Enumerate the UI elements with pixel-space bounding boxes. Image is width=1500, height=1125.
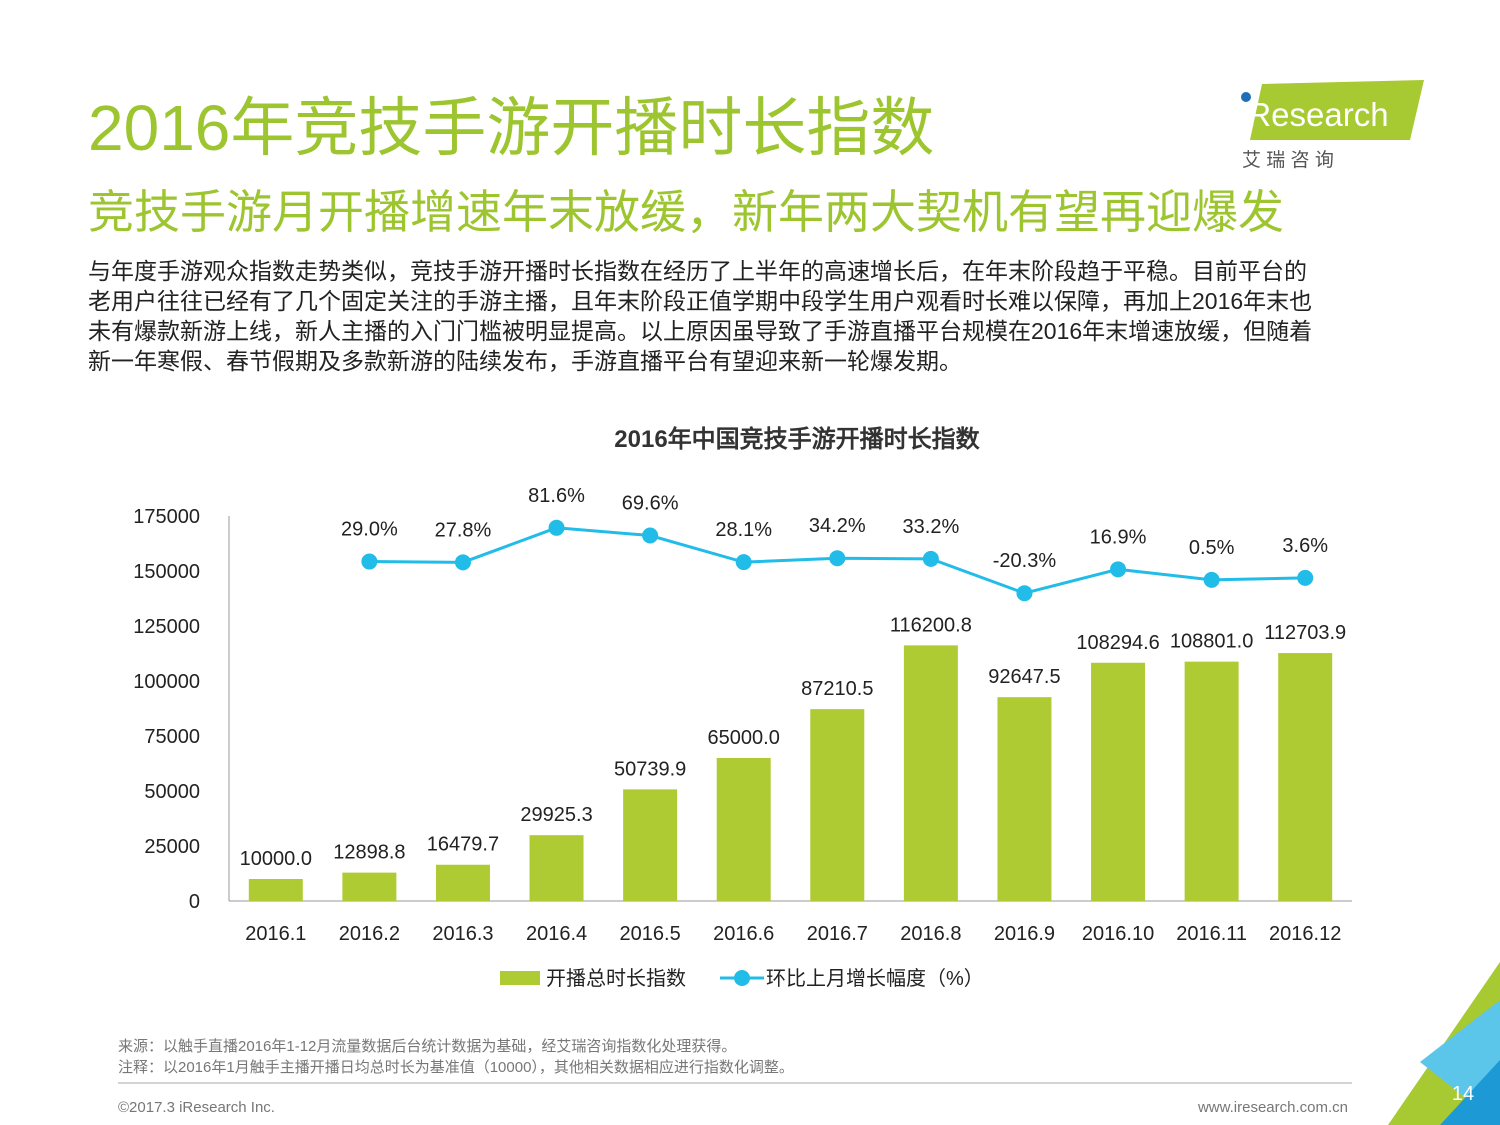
bar <box>529 835 584 901</box>
x-tick-label: 2016.8 <box>900 923 961 945</box>
x-tick-label: 2016.1 <box>245 923 306 945</box>
legend-swatch <box>734 970 750 986</box>
y-tick-label: 150000 <box>133 561 200 583</box>
bar <box>997 697 1052 901</box>
x-tick-label: 2016.2 <box>339 923 400 945</box>
x-tick-label: 2016.12 <box>1269 923 1341 945</box>
bar-value-label: 12898.8 <box>333 842 405 864</box>
y-tick-label: 0 <box>189 891 200 913</box>
line-point <box>548 519 565 536</box>
body-line: 未有爆款新游上线，新人主播的入门门槛被明显提高。以上原因虽导致了手游直播平台规模… <box>88 318 1312 344</box>
bar <box>903 645 958 901</box>
bar-value-label: 108801.0 <box>1170 631 1253 653</box>
y-tick-label: 50000 <box>144 781 200 803</box>
bar-value-label: 116200.8 <box>890 614 972 636</box>
page-subtitle: 竞技手游月开播增速年末放缓，新年两大契机有望再迎爆发 <box>88 186 1284 238</box>
page-number: 14 <box>1452 1083 1474 1105</box>
line-value-label: 16.9% <box>1090 526 1147 548</box>
logo-badge <box>1250 80 1424 140</box>
y-tick-label: 100000 <box>133 671 200 693</box>
y-tick-label: 125000 <box>133 616 200 638</box>
body-line: 新一年寒假、春节假期及多款新游的陆续发布，手游直播平台有望迎来新一轮爆发期。 <box>88 348 962 374</box>
line-value-label: 29.0% <box>341 519 398 541</box>
bar-value-label: 87210.5 <box>801 678 873 700</box>
x-tick-label: 2016.4 <box>526 923 587 945</box>
line-value-label: -20.3% <box>993 550 1057 572</box>
bar <box>1278 653 1333 901</box>
bar <box>623 789 678 901</box>
legend-swatch <box>500 971 540 985</box>
y-tick-label: 75000 <box>144 726 200 748</box>
line-point <box>361 553 378 570</box>
legend-label: 开播总时长指数 <box>546 967 686 990</box>
x-tick-label: 2016.11 <box>1176 923 1247 945</box>
line-value-label: 28.1% <box>715 519 772 541</box>
x-tick-label: 2016.10 <box>1082 923 1154 945</box>
bar-value-label: 10000.0 <box>240 848 312 870</box>
line-value-label: 3.6% <box>1282 535 1328 557</box>
source-note: 来源：以触手直播2016年1-12月流量数据后台统计数据为基础，经艾瑞咨询指数化… <box>118 1038 736 1055</box>
body-text: 与年度手游观众指数走势类似，竞技手游开播时长指数在经历了上半年的高速增长后，在年… <box>88 258 1312 374</box>
line-value-label: 33.2% <box>903 516 960 538</box>
chart-title: 2016年中国竞技手游开播时长指数 <box>614 425 980 453</box>
bar-value-label: 65000.0 <box>708 727 780 749</box>
bar-value-label: 92647.5 <box>988 666 1060 688</box>
x-tick-label: 2016.3 <box>432 923 493 945</box>
line-point <box>642 527 659 544</box>
line-point <box>829 550 846 567</box>
page-title: 2016年竞技手游开播时长指数 <box>88 92 934 164</box>
line-point <box>1297 569 1314 586</box>
bar-value-label: 112703.9 <box>1264 622 1346 644</box>
line-point <box>1110 561 1127 578</box>
website: www.iresearch.com.cn <box>1197 1099 1348 1116</box>
bar <box>716 758 771 901</box>
x-tick-label: 2016.5 <box>620 923 681 945</box>
x-tick-label: 2016.9 <box>994 923 1055 945</box>
bar-value-label: 16479.7 <box>427 834 499 856</box>
line-value-label: 34.2% <box>809 515 866 537</box>
bar-value-label: 50739.9 <box>614 758 686 780</box>
bar <box>435 864 490 901</box>
bar <box>1091 662 1146 901</box>
line-value-label: 69.6% <box>622 493 679 515</box>
bar <box>1184 661 1239 901</box>
chart: 0 25000 50000 75000 100000 125000 150000 175000… <box>133 485 1352 990</box>
line-point <box>1203 571 1220 588</box>
logo-brand: iResearch <box>1240 96 1389 133</box>
bar <box>342 872 397 901</box>
y-tick-label: 25000 <box>144 836 200 858</box>
body-line: 老用户往往已经有了几个固定关注的手游主播，且年末阶段正值学期中段学生用户观看时长… <box>88 288 1312 314</box>
bar <box>248 879 303 901</box>
bar <box>810 709 865 901</box>
bar-value-label: 108294.6 <box>1076 632 1159 654</box>
line-point <box>454 554 471 571</box>
line-point <box>735 554 752 571</box>
line-value-label: 27.8% <box>435 519 492 541</box>
corner-dark <box>1440 1060 1500 1125</box>
logo-tagline: 艾 瑞 咨 询 <box>1242 149 1334 171</box>
x-tick-label: 2016.6 <box>713 923 774 945</box>
y-tick-label: 175000 <box>133 506 200 528</box>
bar-value-label: 29925.3 <box>520 804 592 826</box>
line-value-label: 81.6% <box>528 485 585 507</box>
body-line: 与年度手游观众指数走势类似，竞技手游开播时长指数在经历了上半年的高速增长后，在年… <box>88 258 1307 284</box>
x-tick-label: 2016.7 <box>807 923 868 945</box>
copyright: ©2017.3 iResearch Inc. <box>118 1099 275 1116</box>
line-value-label: 0.5% <box>1189 537 1235 559</box>
line-point <box>922 550 939 567</box>
line-point <box>1016 585 1033 602</box>
logo-dot <box>1241 92 1251 102</box>
remark-note: 注释：以2016年1月触手主播开播日均总时长为基准值（10000），其他相关数据… <box>118 1058 794 1076</box>
legend-label: 环比上月增长幅度（%） <box>766 967 984 990</box>
